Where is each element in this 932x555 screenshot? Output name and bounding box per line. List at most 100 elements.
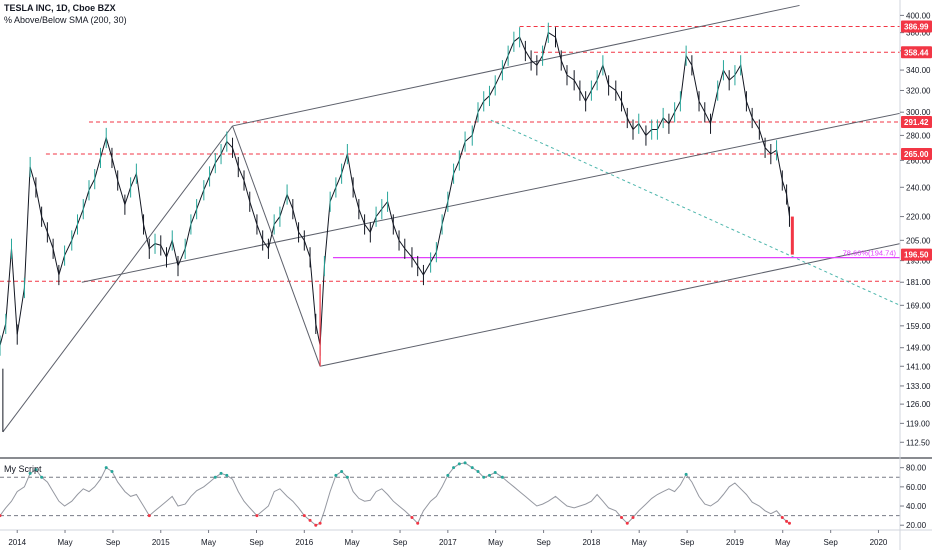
time-tick-label: 2018	[582, 538, 600, 547]
time-tick-label: May	[201, 538, 216, 547]
osc-oversold-point	[255, 514, 259, 518]
price-tick-label: 181.00	[906, 278, 931, 287]
price-tick-label: 205.00	[906, 236, 931, 245]
channel-lower-line[interactable]	[319, 243, 901, 367]
time-tick-label: Sep	[680, 538, 695, 547]
osc-tick-label: 60.00	[906, 483, 927, 492]
annotations: 78.60%(194.74)	[0, 4, 901, 433]
osc-overbought-point	[482, 475, 486, 479]
time-tick-label: May	[57, 538, 72, 547]
time-tick-label: Sep	[249, 538, 264, 547]
osc-overbought-point	[28, 471, 32, 475]
price-badge: 196.50	[901, 248, 932, 261]
osc-oversold-point	[785, 519, 789, 523]
time-tick-label: May	[775, 538, 790, 547]
osc-overbought-point	[457, 462, 461, 466]
indicator-legend[interactable]: % Above/Below SMA (200, 30)	[4, 15, 127, 25]
osc-oversold-point	[314, 523, 318, 527]
osc-oversold-point	[0, 514, 2, 518]
osc-overbought-point	[446, 473, 450, 477]
price-tick-label: 126.00	[906, 400, 931, 409]
osc-overbought-point	[219, 471, 223, 475]
osc-oversold-point	[631, 516, 635, 520]
time-tick-label: 2017	[439, 538, 457, 547]
osc-tick-label: 80.00	[906, 464, 927, 473]
candles	[0, 22, 794, 432]
fib-level-label: 78.60%(194.74)	[843, 249, 897, 258]
osc-overbought-point	[213, 475, 217, 479]
osc-oversold-point	[318, 521, 322, 525]
price-tick-label: 193.00	[906, 257, 931, 266]
price-badge: 386.99	[901, 20, 932, 33]
time-tick-label: 2020	[870, 538, 888, 547]
osc-overbought-point	[334, 473, 338, 477]
time-tick-label: May	[632, 538, 647, 547]
channel-upper-line[interactable]	[232, 4, 800, 127]
osc-overbought-point	[110, 470, 114, 474]
price-badge-text: 386.99	[904, 23, 929, 32]
price-tick-label: 380.00	[906, 29, 931, 38]
price-badge-bg	[901, 20, 932, 33]
price-badge-bg	[901, 46, 932, 59]
trend-line-rise[interactable]	[2, 125, 233, 433]
price-badge: 265.00	[901, 147, 932, 160]
time-tick-label: May	[345, 538, 360, 547]
osc-overbought-point	[225, 473, 229, 477]
osc-oversold-point	[787, 521, 791, 525]
price-tick-label: 340.00	[906, 66, 931, 75]
last-candle[interactable]	[790, 216, 794, 255]
price-tick-label: 159.00	[906, 322, 931, 331]
pane2-title[interactable]: My Script	[4, 464, 42, 474]
osc-overbought-point	[476, 470, 480, 474]
price-tick-label: 260.00	[906, 156, 931, 165]
price-tick-label: 169.00	[906, 301, 931, 310]
price-badge-text: 196.50	[904, 251, 929, 260]
osc-overbought-point	[500, 475, 504, 479]
osc-oversold-point	[302, 514, 306, 518]
chart-title: TESLA INC, 1D, Cboe BZX	[4, 3, 116, 13]
dotted-trend-line[interactable]	[490, 119, 901, 306]
time-tick-label: 2019	[726, 538, 744, 547]
osc-overbought-point	[34, 468, 38, 472]
osc-oversold-point	[416, 521, 420, 525]
osc-oversold-point	[308, 518, 312, 522]
price-tick-label: 133.00	[906, 382, 931, 391]
osc-oversold-point	[410, 516, 414, 520]
price-badge-bg	[901, 115, 932, 128]
price-badge-bg	[901, 147, 932, 160]
price-tick-label: 141.00	[906, 362, 931, 371]
time-tick-label: Sep	[393, 538, 408, 547]
price-badge-text: 358.44	[904, 48, 929, 57]
osc-oversold-point	[147, 514, 151, 518]
channel-mid-line[interactable]	[81, 112, 901, 283]
time-tick-label: 2015	[152, 538, 170, 547]
osc-overbought-point	[345, 475, 349, 479]
osc-overbought-point	[470, 466, 474, 470]
price-badge: 291.42	[901, 115, 932, 128]
price-tick-label: 280.00	[906, 131, 931, 140]
price-tick-label: 112.50	[906, 438, 930, 447]
osc-overbought-point	[493, 470, 497, 474]
osc-overbought-point	[684, 472, 688, 476]
osc-tick-label: 20.00	[906, 521, 927, 530]
time-tick-label: Sep	[824, 538, 839, 547]
time-tick-label: 2016	[295, 538, 313, 547]
price-tick-label: 320.00	[906, 86, 931, 95]
osc-overbought-point	[340, 470, 344, 474]
osc-overbought-point	[463, 461, 467, 465]
trend-line-drop[interactable]	[232, 125, 321, 367]
osc-overbought-point	[452, 466, 456, 470]
price-tick-label: 300.00	[906, 108, 931, 117]
price-tick-label: 400.00	[906, 11, 931, 20]
osc-overbought-point	[40, 475, 44, 479]
time-tick-label: May	[488, 538, 503, 547]
price-tick-label: 220.00	[906, 213, 931, 222]
osc-oversold-point	[625, 521, 629, 525]
osc-overbought-point	[487, 473, 491, 477]
price-line[interactable]	[0, 31, 790, 346]
time-tick-label: 2014	[8, 538, 26, 547]
osc-line[interactable]	[0, 462, 790, 526]
